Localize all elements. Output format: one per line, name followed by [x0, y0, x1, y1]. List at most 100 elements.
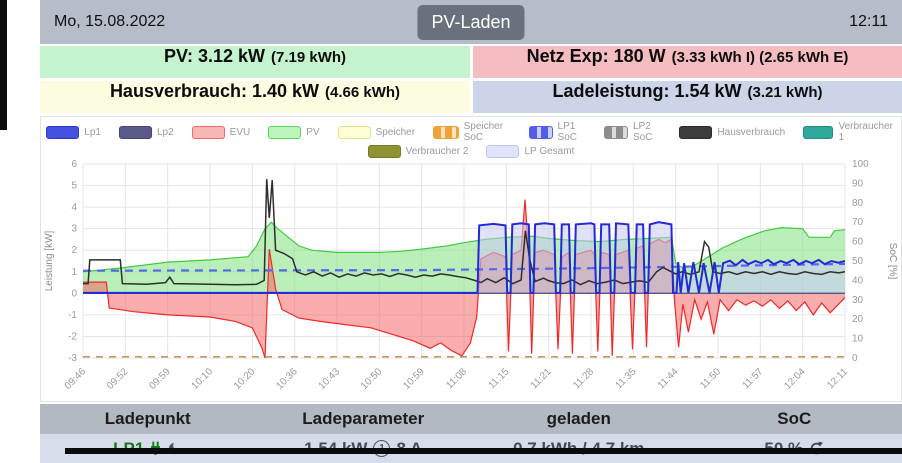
svg-text:5: 5 [71, 181, 77, 192]
svg-text:0: 0 [852, 353, 858, 364]
svg-text:11:28: 11:28 [571, 366, 596, 391]
col-header-ladeparameter: Ladeparameter [256, 404, 472, 434]
legend-label: LP2 SoC [633, 121, 661, 143]
legend-label: LP Gesamt [524, 146, 574, 157]
svg-text:12:04: 12:04 [782, 366, 808, 392]
screen-corner-bezel [0, 0, 7, 130]
chart-legend: Lp1 Lp2 EVU PV Speicher Speicher SoC LP1 SoC LP… [41, 121, 901, 158]
svg-text:-3: -3 [68, 353, 77, 364]
svg-text:3: 3 [71, 224, 77, 235]
svg-text:11:50: 11:50 [698, 366, 723, 391]
svg-text:11:15: 11:15 [486, 366, 511, 391]
house-power-value: Hausverbrauch: 1.40 kW [110, 81, 319, 102]
screen-bottom-bezel [65, 448, 902, 454]
svg-text:-2: -2 [68, 331, 77, 342]
legend-item-verbraucher-2[interactable]: Verbraucher 2 [368, 145, 469, 158]
status-box-pv: PV: 3.12 kW (7.19 kWh) [40, 46, 470, 78]
power-soc-chart: 6543210-1-2-3100908070605040302010009:46… [41, 158, 901, 396]
legend-swatch [119, 126, 152, 139]
legend-swatch [268, 126, 301, 139]
pv-power-value: PV: 3.12 kW [164, 46, 265, 67]
legend-item-lp-gesamt[interactable]: LP Gesamt [486, 145, 574, 158]
house-energy-value: (4.66 kWh) [325, 84, 400, 101]
legend-row-1: Lp1 Lp2 EVU PV Speicher Speicher SoC LP1 SoC LP… [46, 121, 895, 143]
svg-text:11:08: 11:08 [444, 366, 469, 391]
legend-label: LP1 SoC [558, 121, 586, 143]
svg-text:60: 60 [852, 237, 864, 248]
right-axis-title: SoC [%] [887, 243, 898, 280]
legend-item-lp2[interactable]: Lp2 [119, 121, 174, 143]
legend-item-speicher-soc[interactable]: Speicher SoC [433, 121, 510, 143]
table-header-row: Ladepunkt Ladeparameter geladen SoC [40, 404, 902, 434]
svg-text:12:11: 12:11 [825, 366, 850, 391]
svg-text:30: 30 [852, 295, 864, 306]
legend-swatch [679, 126, 712, 139]
charge-energy-value: (3.21 kWh) [748, 84, 823, 101]
svg-text:70: 70 [852, 217, 864, 228]
top-bar: Mo, 15.08.2022 PV-Laden 12:11 [40, 0, 902, 44]
svg-text:10:59: 10:59 [401, 366, 427, 392]
pv-energy-value: (7.19 kWh) [271, 49, 346, 66]
legend-swatch [486, 145, 519, 158]
legend-label: Lp1 [84, 127, 101, 138]
legend-item-verbraucher-1[interactable]: Verbraucher 1 [803, 121, 895, 143]
status-boxes: PV: 3.12 kW (7.19 kWh) Netz Exp: 180 W (… [40, 46, 902, 113]
svg-text:2: 2 [71, 245, 77, 256]
svg-text:09:59: 09:59 [147, 366, 173, 392]
svg-text:1: 1 [71, 267, 77, 278]
svg-text:10:10: 10:10 [190, 366, 216, 392]
svg-text:11:44: 11:44 [656, 366, 681, 391]
grid-energy-value: (3.33 kWh I) (2.65 kWh E) [672, 49, 849, 66]
grid-power-value: Netz Exp: 180 W [527, 46, 666, 67]
legend-item-hausverbrauch[interactable]: Hausverbrauch [679, 121, 785, 143]
legend-label: Speicher [376, 127, 415, 138]
legend-item-evu[interactable]: EVU [192, 121, 251, 143]
legend-label: Lp2 [157, 127, 174, 138]
legend-label: PV [306, 127, 319, 138]
legend-swatch [803, 126, 833, 139]
status-box-charge: Ladeleistung: 1.54 kW (3.21 kWh) [473, 81, 902, 113]
legend-item-speicher[interactable]: Speicher [338, 121, 415, 143]
legend-swatch [46, 126, 79, 139]
status-box-house: Hausverbrauch: 1.40 kW (4.66 kWh) [40, 81, 470, 113]
legend-item-lp1[interactable]: Lp1 [46, 121, 101, 143]
legend-item-pv[interactable]: PV [268, 121, 319, 143]
svg-text:80: 80 [852, 198, 864, 209]
svg-text:0: 0 [71, 288, 77, 299]
svg-text:10:20: 10:20 [232, 366, 258, 392]
svg-text:11:35: 11:35 [613, 366, 638, 391]
svg-text:10:43: 10:43 [317, 366, 343, 392]
legend-label: Hausverbrauch [717, 127, 785, 138]
svg-text:50: 50 [852, 256, 864, 267]
legend-label: EVU [230, 127, 251, 138]
col-header-ladepunkt: Ladepunkt [40, 404, 256, 434]
col-header-soc: SoC [687, 404, 902, 434]
svg-text:10:36: 10:36 [274, 366, 300, 392]
charge-mode-button[interactable]: PV-Laden [417, 5, 524, 40]
legend-swatch [192, 126, 225, 139]
chargepoint-table: Ladepunkt Ladeparameter geladen SoC LP1 [40, 404, 902, 463]
svg-text:11:21: 11:21 [529, 366, 554, 391]
svg-text:20: 20 [852, 314, 864, 325]
legend-swatch [338, 126, 371, 139]
col-header-geladen: geladen [471, 404, 687, 434]
legend-row-2: Verbraucher 2 LP Gesamt [51, 145, 891, 158]
legend-swatch [604, 126, 628, 139]
legend-label: Speicher SoC [464, 121, 511, 143]
svg-text:09:46: 09:46 [63, 366, 89, 392]
status-box-grid: Netz Exp: 180 W (3.33 kWh I) (2.65 kWh E… [473, 46, 902, 78]
svg-text:4: 4 [71, 202, 77, 213]
legend-item-lp1-soc[interactable]: LP1 SoC [529, 121, 586, 143]
app-root: Mo, 15.08.2022 PV-Laden 12:11 PV: 3.12 k… [40, 0, 902, 463]
svg-text:10:50: 10:50 [359, 366, 385, 392]
charge-power-value: Ladeleistung: 1.54 kW [552, 81, 741, 102]
left-axis-title: Leistung [kW] [44, 230, 55, 291]
svg-text:09:52: 09:52 [105, 366, 131, 392]
svg-text:40: 40 [852, 275, 864, 286]
legend-swatch [529, 126, 553, 139]
svg-text:90: 90 [852, 178, 864, 189]
legend-swatch [368, 145, 401, 158]
legend-item-lp2-soc[interactable]: LP2 SoC [604, 121, 661, 143]
chart-card: Lp1 Lp2 EVU PV Speicher Speicher SoC LP1 SoC LP… [40, 116, 902, 402]
svg-text:11:57: 11:57 [740, 366, 765, 391]
